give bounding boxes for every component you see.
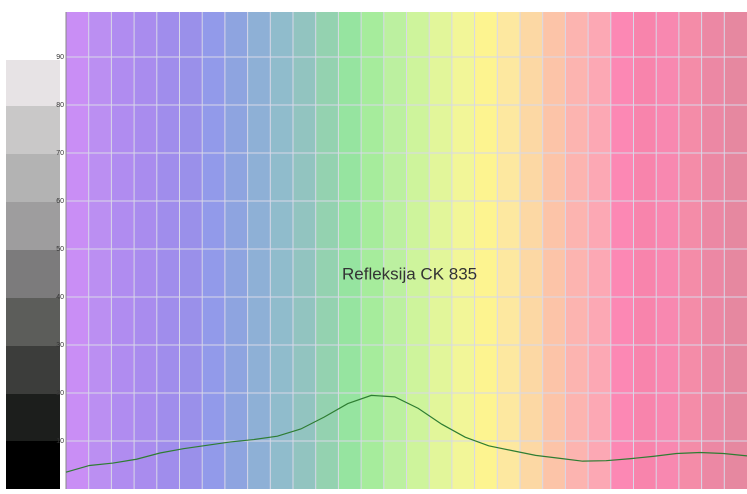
stripe — [88, 12, 112, 489]
stripe — [520, 12, 544, 489]
y-tick-label: 40 — [56, 294, 64, 301]
stripe — [179, 12, 203, 489]
y-tick-label: 90 — [56, 54, 64, 61]
stripe — [270, 12, 294, 489]
stripe — [429, 12, 453, 489]
stripe — [315, 12, 339, 489]
stripe — [678, 12, 703, 489]
stripe — [724, 12, 747, 489]
series-line — [65, 394, 747, 473]
y-tick-label: 80 — [56, 102, 64, 109]
stripe — [156, 12, 180, 489]
stripe — [111, 12, 135, 489]
stripe — [66, 12, 90, 489]
grey-scale — [6, 60, 60, 489]
stripe — [361, 12, 385, 489]
stripe — [224, 12, 249, 489]
stripe — [474, 12, 498, 489]
stripe — [134, 12, 158, 489]
spectrum-background — [65, 12, 747, 489]
y-tick-label: 60 — [56, 198, 64, 205]
stripe — [701, 12, 725, 489]
stripe — [497, 12, 521, 489]
stripe — [406, 12, 430, 489]
stripe — [338, 12, 362, 489]
stripe — [451, 12, 476, 489]
stripe — [588, 12, 612, 489]
stripe — [247, 12, 271, 489]
stripe — [656, 12, 680, 489]
stripe — [293, 12, 317, 489]
y-tick-label: 20 — [56, 390, 64, 397]
stripe — [565, 12, 589, 489]
y-tick-label: 30 — [56, 342, 64, 349]
y-tick-label: 50 — [56, 246, 64, 253]
stripe — [633, 12, 657, 489]
y-tick-label: 70 — [56, 150, 64, 157]
stripe — [542, 12, 566, 489]
stripe — [383, 12, 407, 489]
stripe — [610, 12, 634, 489]
stripe — [202, 12, 226, 489]
y-tick-label: 10 — [56, 438, 64, 445]
annotation: Refleksija CK 835 — [342, 264, 477, 283]
